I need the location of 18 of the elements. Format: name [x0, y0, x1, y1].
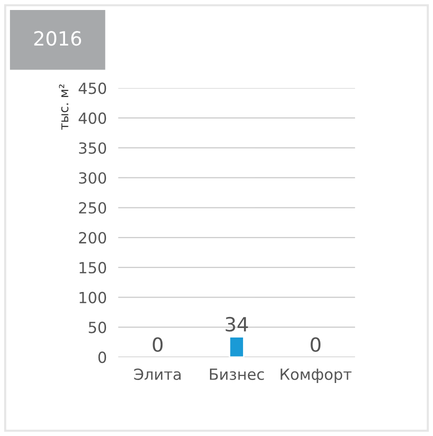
y-tick-label: 300 — [79, 172, 106, 184]
chart-title: 2016 — [34, 31, 82, 46]
data-label: 34 — [226, 316, 248, 332]
y-tick-label: 450 — [78, 82, 106, 94]
data-label: 0 — [310, 337, 320, 352]
y-tick-label: 50 — [88, 322, 106, 334]
y-tick-label: 400 — [78, 112, 106, 124]
y-tick-label: 150 — [80, 262, 106, 274]
y-tick-label: 0 — [98, 352, 106, 364]
x-tick-label: Бизнес — [210, 368, 264, 380]
y-tick-label: 250 — [79, 202, 106, 214]
y-tick-label: 350 — [79, 142, 106, 154]
x-tick-label: Элита — [134, 368, 181, 380]
y-tick-label: 100 — [80, 292, 106, 304]
y-axis-title: тыс. м² — [58, 84, 68, 130]
x-tick-label: Комфорт — [280, 368, 352, 383]
data-label: 0 — [152, 337, 163, 352]
y-tick-label: 200 — [79, 232, 106, 244]
